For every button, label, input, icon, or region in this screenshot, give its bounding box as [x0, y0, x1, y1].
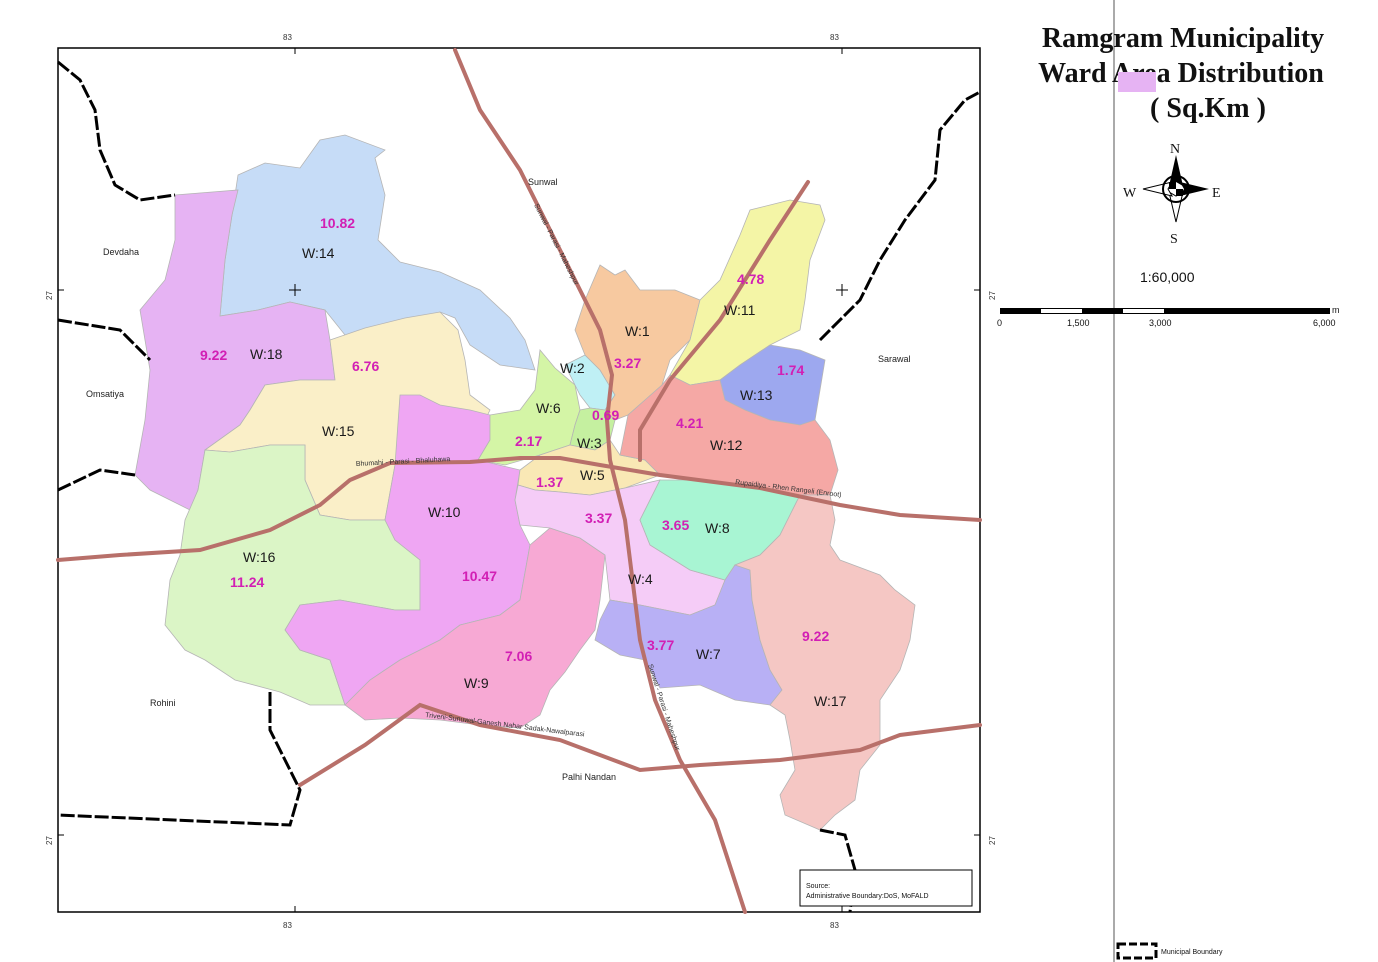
ward-area-5: 1.37: [536, 474, 563, 490]
ward-area-10: 10.47: [462, 568, 497, 584]
ward-label-10: W:10: [428, 504, 461, 520]
ward-labels: W:1 3.27 W:2 W:3 0.69 W:4 3.37 W:5 1.37 …: [200, 215, 847, 709]
ward-area-11: 4.78: [737, 271, 764, 287]
title-line-1: Ramgram Municipality: [1042, 23, 1324, 54]
compass-n: N: [1170, 142, 1180, 157]
ward-polygons: [134, 134, 916, 831]
scale-unit: m: [1332, 305, 1340, 315]
legend: Municipal Boundary: [1116, 942, 1223, 960]
ward-label-15: W:15: [322, 423, 355, 439]
ward-area-17: 9.22: [802, 628, 829, 644]
ward-label-7: W:7: [696, 646, 721, 662]
coordinate-labels: 83 83 83 83 27 27 27 27: [45, 33, 997, 930]
ward-area-14: 10.82: [320, 215, 355, 231]
ward-label-13: W:13: [740, 387, 773, 403]
ward-label-3: W:3: [577, 435, 602, 451]
ward-label-6: W:6: [536, 400, 561, 416]
ward-label-18: W:18: [250, 346, 283, 362]
scale-tick-3: 6,000: [1313, 318, 1336, 328]
ward-area-4: 3.37: [585, 510, 612, 526]
municipal-boundary: [57, 60, 981, 913]
place-devdaha: Devdaha: [103, 247, 139, 257]
ward-12[interactable]: [619, 374, 839, 496]
map-title: Ramgram Municipality Ward Area Distribut…: [1038, 23, 1324, 124]
compass-e: E: [1212, 186, 1221, 201]
ward-area-3: 0.69: [592, 407, 619, 423]
title-line-3: ( Sq.Km ): [1150, 93, 1266, 124]
coord-lon-top-right: 83: [830, 33, 839, 42]
title-line-2: Ward Area Distribution: [1038, 58, 1324, 89]
scale-tick-1: 1,500: [1067, 318, 1090, 328]
ward-area-9: 7.06: [505, 648, 532, 664]
ward-area-1: 3.27: [614, 355, 641, 371]
ward-area-7: 3.77: [647, 637, 674, 653]
scale-ratio: 1:60,000: [1140, 269, 1195, 285]
ward-9[interactable]: [344, 527, 606, 729]
ward-label-4: W:4: [628, 571, 653, 587]
ward-area-15: 6.76: [352, 358, 379, 374]
coord-lon-top-left: 83: [283, 33, 292, 42]
place-palhi-nandan: Palhi Nandan: [562, 772, 616, 782]
ward-label-8: W:8: [705, 520, 730, 536]
scale-tick-2: 3,000: [1149, 318, 1172, 328]
ward-area-6: 2.17: [515, 433, 542, 449]
north-arrow-icon: N S E W: [1123, 142, 1221, 247]
ward-label-16: W:16: [243, 549, 276, 565]
ward-label-2: W:2: [560, 360, 585, 376]
legend-boundary-label: Municipal Boundary: [1161, 949, 1223, 956]
coord-lon-bottom-right: 83: [830, 921, 839, 930]
roads: [56, 48, 982, 914]
ward-area-16: 11.24: [230, 574, 264, 590]
scale-bar: 1:60,000 0 1,500 3,000 6,000 m: [997, 269, 1340, 328]
coord-lat-right-top: 27: [988, 291, 997, 300]
ward-area-13: 1.74: [777, 362, 804, 378]
ward-area-8: 3.65: [662, 517, 689, 533]
source-line-1: Source:: [806, 883, 830, 890]
place-labels: Devdaha Omsatiya Rohini Sunwal Sarawal P…: [86, 177, 911, 782]
ward-label-5: W:5: [580, 467, 605, 483]
coord-lon-bottom-left: 83: [283, 921, 292, 930]
ward-label-1: W:1: [625, 323, 650, 339]
ward-area-18: 9.22: [200, 347, 227, 363]
ward-label-14: W:14: [302, 245, 335, 261]
coord-lat-right-bottom: 27: [988, 836, 997, 845]
place-sunwal: Sunwal: [528, 177, 558, 187]
source-line-2: Administrative Boundary:DoS, MoFALD: [806, 893, 929, 900]
place-sarawal: Sarawal: [878, 354, 911, 364]
road-label-2: Bhumahi - Parasi - Bhaluhawa: [356, 456, 451, 468]
scale-tick-0: 0: [997, 318, 1002, 328]
ward-label-12: W:12: [710, 437, 743, 453]
place-rohini: Rohini: [150, 698, 176, 708]
source-box: Source: Administrative Boundary:DoS, MoF…: [799, 869, 973, 907]
ward-label-9: W:9: [464, 675, 489, 691]
compass-s: S: [1170, 232, 1178, 247]
ward-color-swatch: [1118, 72, 1156, 92]
grid-crosses: [58, 48, 980, 912]
coord-lat-left-top: 27: [45, 291, 54, 300]
ward-area-12: 4.21: [676, 415, 703, 431]
coord-lat-left-bottom: 27: [45, 836, 54, 845]
compass-w: W: [1123, 186, 1137, 201]
ward-label-17: W:17: [814, 693, 847, 709]
place-omsatiya: Omsatiya: [86, 389, 124, 399]
ward-label-11: W:11: [724, 302, 756, 318]
